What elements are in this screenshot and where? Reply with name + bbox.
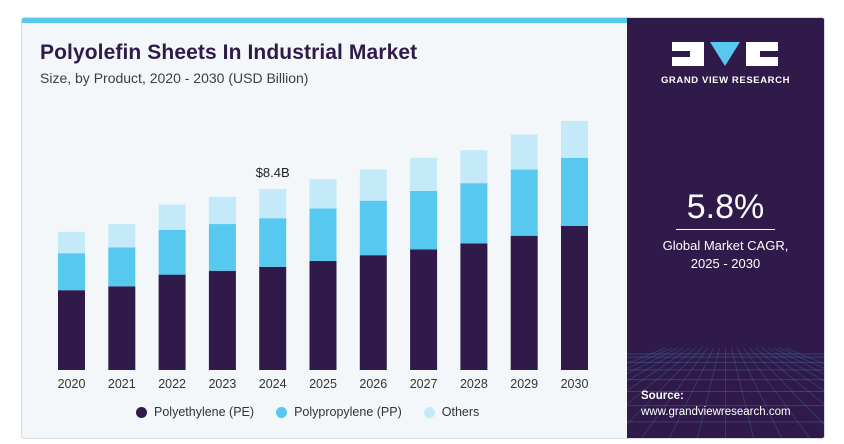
grid-line xyxy=(731,348,754,438)
chart-subtitle: Size, by Product, 2020 - 2030 (USD Billi… xyxy=(40,70,309,86)
grid-line xyxy=(627,348,666,365)
grid-line xyxy=(627,348,696,405)
x-tick-label-2023: 2023 xyxy=(208,377,236,391)
grid-line xyxy=(627,348,690,392)
bar-2026-polyethylene-pe xyxy=(359,255,387,370)
legend-swatch-others xyxy=(423,406,435,418)
bar-2028-others xyxy=(460,150,488,184)
logo-triangle xyxy=(710,42,740,66)
bar-2024-others xyxy=(259,189,287,219)
bar-2027-polypropylene-pp xyxy=(410,190,438,250)
brand-logo xyxy=(672,42,778,66)
grid-line xyxy=(773,348,824,375)
grid-line xyxy=(743,348,810,438)
bar-2030-polypropylene-pp xyxy=(561,157,588,226)
logo-notch-left xyxy=(672,51,690,57)
x-tick-label-2020: 2020 xyxy=(58,377,86,391)
grid-line xyxy=(669,348,714,438)
data-label-2024: $8.4B xyxy=(256,165,290,180)
grid-line xyxy=(627,348,678,375)
bar-2022-polyethylene-pe xyxy=(158,274,186,370)
bar-2021-polypropylene-pp xyxy=(108,247,136,287)
legend-label-others: Others xyxy=(441,405,480,419)
x-tick-label-2027: 2027 xyxy=(410,377,438,391)
brand-name: GRAND VIEW RESEARCH xyxy=(660,75,791,86)
grid-line xyxy=(755,348,824,405)
bar-2025-polyethylene-pe xyxy=(309,261,337,370)
cagr-caption: Global Market CAGR, 2025 - 2030 xyxy=(627,237,824,273)
bar-2023-polypropylene-pp xyxy=(208,224,236,271)
grid-line xyxy=(627,348,702,425)
grid-line xyxy=(761,348,824,392)
x-tick-label-2025: 2025 xyxy=(309,377,337,391)
bar-2025-polypropylene-pp xyxy=(309,208,337,262)
bar-2029-others xyxy=(510,134,538,170)
bar-2030-others xyxy=(561,120,588,158)
cagr-value: 5.8% xyxy=(686,188,765,226)
cagr-divider xyxy=(676,229,775,230)
grid-pattern xyxy=(627,348,824,438)
legend-item-others: Others xyxy=(423,405,480,419)
bar-2027-others xyxy=(410,157,438,191)
bar-2023-others xyxy=(208,196,236,225)
grid-line xyxy=(737,348,782,438)
legend-item-pp: Polypropylene (PP) xyxy=(276,405,402,419)
bar-2025-others xyxy=(309,179,337,209)
x-tick-label-2030: 2030 xyxy=(561,377,589,391)
bar-2026-others xyxy=(359,169,387,201)
bar-2020-others xyxy=(58,231,85,254)
source-label: Source: xyxy=(641,390,684,402)
x-tick-label-2029: 2029 xyxy=(510,377,538,391)
bar-2027-polyethylene-pe xyxy=(410,249,438,370)
grid-line xyxy=(697,348,720,438)
accent-bar xyxy=(22,18,627,23)
grid-line xyxy=(627,348,672,369)
bar-chart: 2020 2021 2022 2023 2024 2025 2026 2027 2028 2029… xyxy=(58,120,589,391)
bar-2026-polypropylene-pp xyxy=(359,200,387,256)
bar-2023-polyethylene-pe xyxy=(208,270,236,370)
chart-title: Polyolefin Sheets In Industrial Market xyxy=(40,41,418,64)
bar-2022-others xyxy=(158,204,186,230)
side-panel: GRAND VIEW RESEARCH 5.8% Global Market C… xyxy=(627,18,824,438)
legend-label-pe: Polyethylene (PE) xyxy=(154,405,255,419)
bar-2022-polypropylene-pp xyxy=(158,229,186,275)
bar-2021-polyethylene-pe xyxy=(108,286,136,370)
bar-2020-polyethylene-pe xyxy=(58,290,85,370)
logo-notch-right xyxy=(760,51,778,57)
source-link[interactable]: www.grandviewresearch.com xyxy=(641,406,791,418)
legend: Polyethylene (PE) Polypropylene (PP) Oth… xyxy=(136,403,501,421)
x-tick-label-2022: 2022 xyxy=(158,377,186,391)
legend-label-pp: Polypropylene (PP) xyxy=(294,405,402,419)
grid-line xyxy=(779,348,824,369)
bar-2021-others xyxy=(108,224,136,248)
grid-line xyxy=(627,348,684,382)
legend-swatch-pp xyxy=(276,406,288,418)
x-tick-label-2028: 2028 xyxy=(460,377,488,391)
bar-2024-polypropylene-pp xyxy=(259,218,287,267)
grid-line xyxy=(749,348,824,425)
x-tick-label-2021: 2021 xyxy=(108,377,136,391)
x-tick-label-2024: 2024 xyxy=(259,377,287,391)
chart-card: Polyolefin Sheets In Industrial Market S… xyxy=(21,17,825,439)
x-tick-label-2026: 2026 xyxy=(359,377,387,391)
bar-2020-polypropylene-pp xyxy=(58,253,85,291)
grid-line xyxy=(767,348,824,382)
bar-2029-polyethylene-pe xyxy=(510,235,538,370)
grid-line xyxy=(785,348,824,365)
grid-line xyxy=(641,348,708,438)
bar-2028-polyethylene-pe xyxy=(460,243,488,370)
legend-item-pe: Polyethylene (PE) xyxy=(136,405,254,419)
bar-2030-polyethylene-pe xyxy=(561,225,588,370)
legend-swatch-pe xyxy=(136,406,147,418)
cagr-period: 2025 - 2030 xyxy=(690,256,761,271)
bar-2029-polypropylene-pp xyxy=(510,169,538,236)
cagr-label: Global Market CAGR, xyxy=(662,238,789,253)
bar-2028-polypropylene-pp xyxy=(460,183,488,244)
bar-2024-polyethylene-pe xyxy=(259,266,287,370)
